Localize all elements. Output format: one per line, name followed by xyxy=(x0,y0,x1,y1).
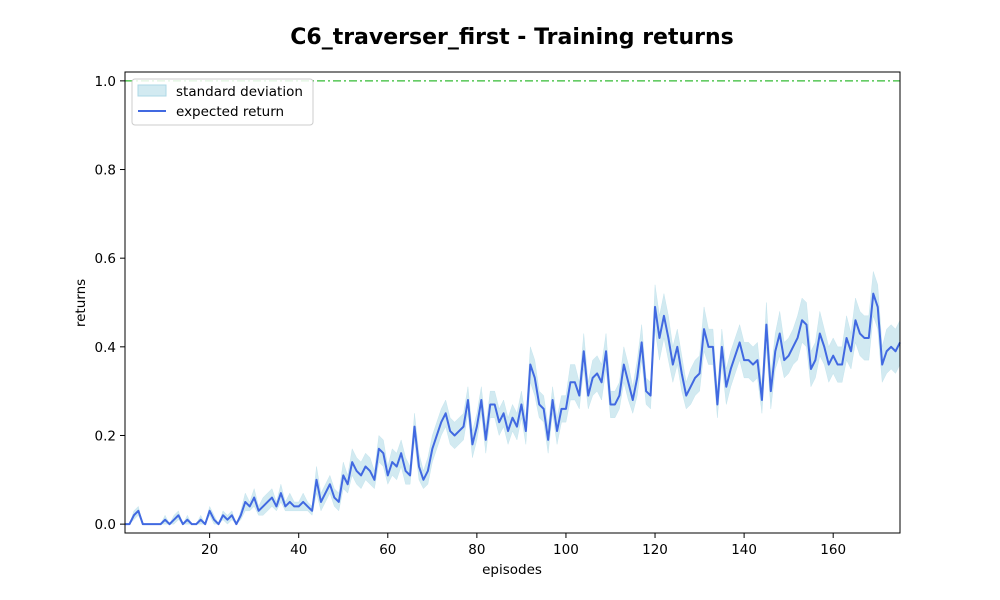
x-tick-label: 40 xyxy=(290,542,307,558)
x-tick-label: 140 xyxy=(731,542,757,558)
x-axis: 20 40 60 80 100 120 140 160 xyxy=(201,533,846,558)
y-axis: 0.0 0.2 0.4 0.6 0.8 1.0 xyxy=(95,74,125,533)
y-tick-label: 0.6 xyxy=(95,251,116,267)
expected-return-line xyxy=(125,292,901,526)
legend-mean-label: expected return xyxy=(176,104,284,120)
y-tick-label: 0.4 xyxy=(95,340,116,356)
x-tick-label: 160 xyxy=(820,542,846,558)
x-axis-label: episodes xyxy=(482,562,542,578)
plot-border xyxy=(124,71,901,534)
legend-frame xyxy=(131,78,314,126)
x-tick-label: 120 xyxy=(642,542,668,558)
y-tick-label: 0.2 xyxy=(95,428,116,444)
x-tick-label: 60 xyxy=(379,542,396,558)
x-tick-label: 20 xyxy=(201,542,218,558)
x-tick-label: 80 xyxy=(468,542,485,558)
y-tick-label: 0.0 xyxy=(95,517,116,533)
legend-std-label: standard deviation xyxy=(176,84,303,100)
y-tick-label: 0.8 xyxy=(95,163,116,179)
y-tick-label: 1.0 xyxy=(95,74,116,90)
plot-frame xyxy=(125,72,900,533)
chart-title: C6_traverser_first - Training returns xyxy=(290,25,734,50)
x-tick-label: 100 xyxy=(553,542,579,558)
legend: standard deviation expected return xyxy=(131,78,314,126)
y-axis-label: returns xyxy=(73,279,89,327)
legend-std-swatch xyxy=(137,84,167,97)
plot-area xyxy=(124,71,901,534)
